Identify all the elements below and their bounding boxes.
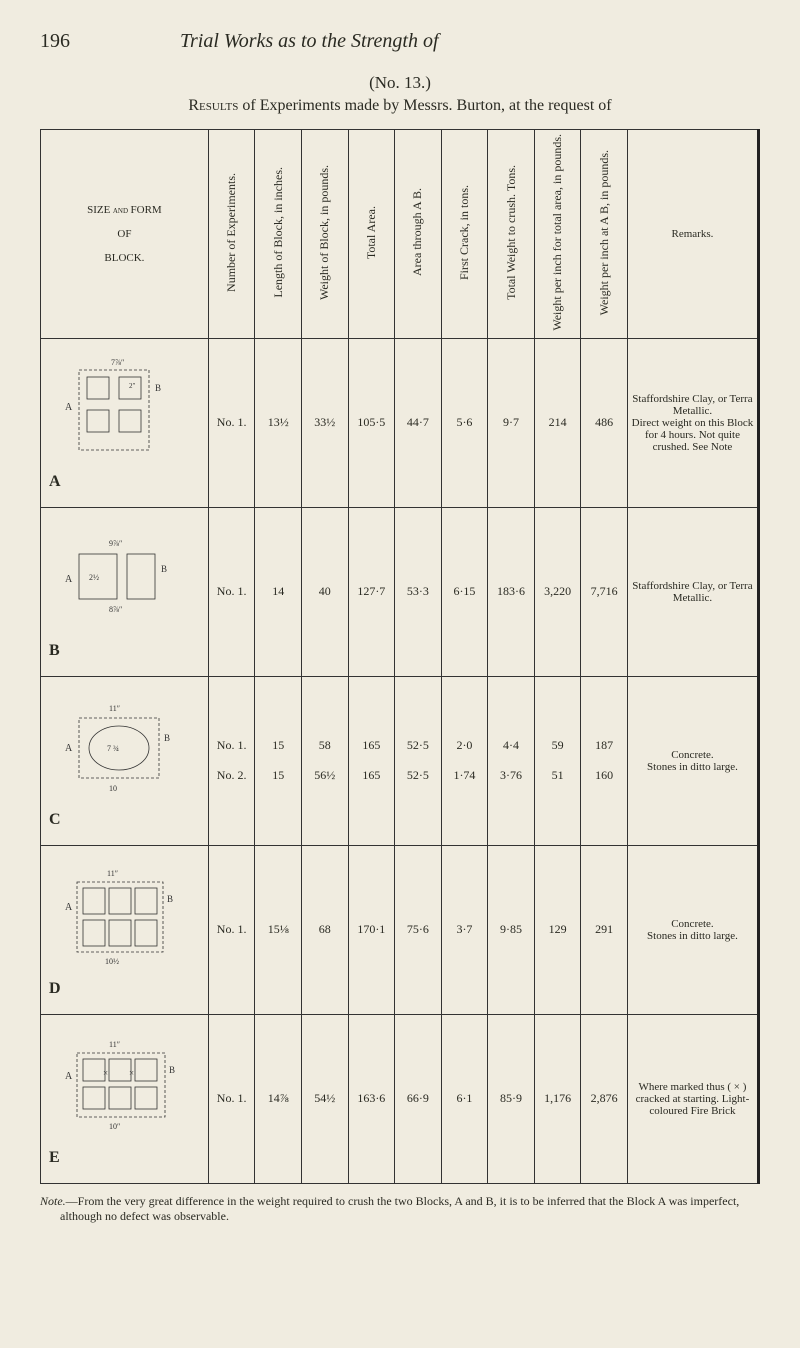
svg-text:10½: 10½: [105, 957, 119, 966]
table-row: × × A B 11″ 10″ E No. 1. 14⅞ 54½ 163·6 6…: [41, 1014, 759, 1183]
block-cell-e: × × A B 11″ 10″ E: [41, 1014, 209, 1183]
svg-text:11″: 11″: [109, 1040, 120, 1049]
svg-text:2½: 2½: [89, 573, 99, 582]
table-row: A B 9⅞″ 8⅞″ 2½ B No. 1. 14 40 127·7 53·3…: [41, 507, 759, 676]
svg-text:7 ¾: 7 ¾: [107, 744, 119, 753]
svg-text:8⅞″: 8⅞″: [109, 605, 122, 614]
page-title: Trial Works as to the Strength of: [180, 30, 439, 53]
svg-text:A: A: [65, 574, 73, 585]
col-weight-total-area: Weight per inch for total area, in pound…: [534, 130, 581, 339]
svg-text:7⅞″: 7⅞″: [111, 358, 124, 367]
block-diagram-c: A B 11″ 7 ¾ 10: [59, 693, 189, 803]
table-row: A B 7⅞″ 2″ A No. 1. 13½ 33½ 105·5 44·7 5…: [41, 338, 759, 507]
col-first-crack: First Crack, in tons.: [441, 130, 488, 339]
svg-text:B: B: [155, 383, 161, 393]
svg-text:B: B: [161, 564, 167, 574]
col-remarks: Remarks.: [627, 130, 758, 339]
svg-text:9⅞″: 9⅞″: [109, 539, 122, 548]
col-size: SIZE and FORM OF BLOCK.: [41, 130, 209, 339]
subtitle: (No. 13.): [40, 73, 760, 93]
col-total-crush: Total Weight to crush. Tons.: [488, 130, 535, 339]
svg-text:2″: 2″: [129, 382, 136, 390]
col-num-experiments: Number of Experiments.: [208, 130, 255, 339]
svg-text:10″: 10″: [109, 1122, 120, 1131]
block-diagram-a: A B 7⅞″ 2″: [59, 355, 189, 465]
experiments-table: SIZE and FORM OF BLOCK. Number of Experi…: [40, 129, 760, 1184]
svg-text:10: 10: [109, 784, 117, 793]
table-row: A B 11″ 10½ D No. 1. 15⅛ 68 170·1 75·6 3…: [41, 845, 759, 1014]
block-cell-c: A B 11″ 7 ¾ 10 C: [41, 676, 209, 845]
col-weight: Weight of Block, in pounds.: [301, 130, 348, 339]
block-cell-d: A B 11″ 10½ D: [41, 845, 209, 1014]
col-area-ab: Area through A B.: [395, 130, 442, 339]
col-weight-ab: Weight per inch at A B, in pounds.: [581, 130, 628, 339]
page-number: 196: [40, 30, 70, 53]
col-length: Length of Block, in inches.: [255, 130, 302, 339]
table-row: A B 11″ 7 ¾ 10 C No. 1. No. 2. 1515 5856…: [41, 676, 759, 845]
svg-text:A: A: [65, 1071, 73, 1082]
svg-text:11″: 11″: [107, 869, 118, 878]
svg-text:×: ×: [103, 1068, 108, 1078]
svg-text:A: A: [65, 402, 73, 413]
block-cell-a: A B 7⅞″ 2″ A: [41, 338, 209, 507]
description-line: Results of Experiments made by Messrs. B…: [40, 97, 760, 115]
svg-text:B: B: [167, 894, 173, 904]
svg-text:11″: 11″: [109, 704, 120, 713]
block-diagram-b: A B 9⅞″ 8⅞″ 2½: [59, 524, 189, 634]
svg-text:A: A: [65, 902, 73, 913]
table-header-row: SIZE and FORM OF BLOCK. Number of Experi…: [41, 130, 759, 339]
svg-text:B: B: [169, 1065, 175, 1075]
block-diagram-e: × × A B 11″ 10″: [59, 1031, 189, 1141]
svg-text:A: A: [65, 743, 73, 754]
block-diagram-d: A B 11″ 10½: [59, 862, 189, 972]
svg-text:B: B: [164, 733, 170, 743]
footnote: Note.—From the very great difference in …: [40, 1194, 760, 1224]
svg-text:×: ×: [129, 1068, 134, 1078]
col-total-area: Total Area.: [348, 130, 395, 339]
block-cell-b: A B 9⅞″ 8⅞″ 2½ B: [41, 507, 209, 676]
